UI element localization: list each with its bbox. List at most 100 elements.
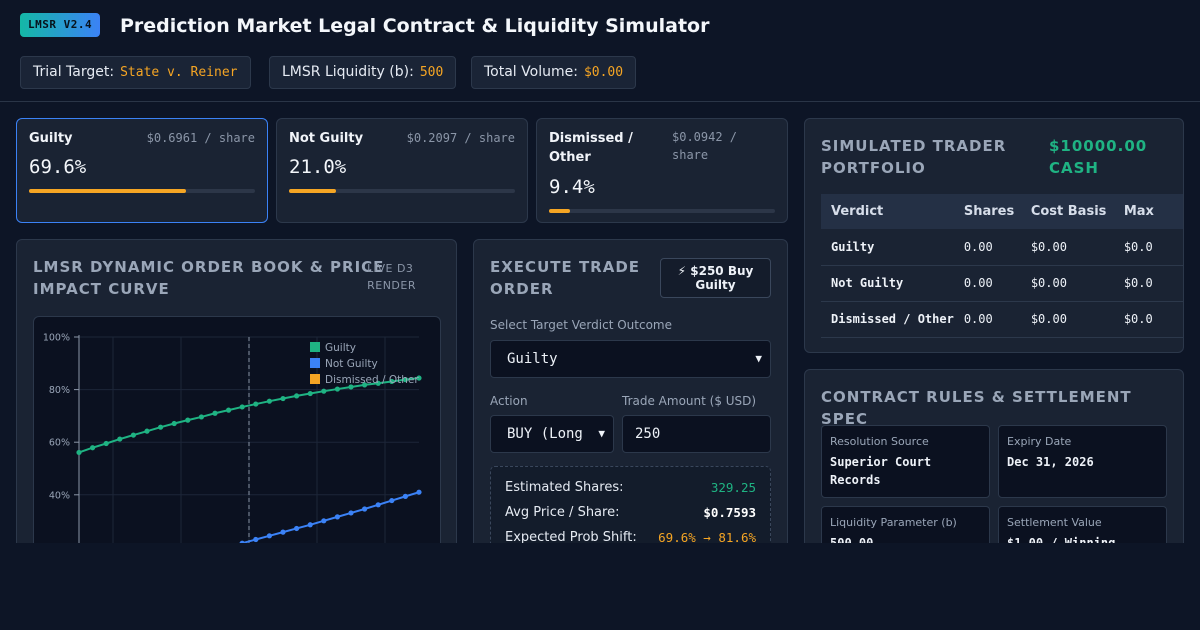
live-render-tag: LIVE D3 RENDER bbox=[367, 260, 416, 294]
data-point bbox=[158, 424, 164, 430]
estimate-value: 69.6% → 81.6% bbox=[658, 530, 756, 545]
data-point bbox=[212, 410, 218, 416]
outcome-probability: 69.6% bbox=[29, 156, 87, 178]
liquidity-label: LMSR Liquidity (b): bbox=[282, 64, 414, 80]
series-line bbox=[214, 491, 420, 551]
data-point bbox=[362, 506, 368, 512]
estimate-label: Avg Price / Share: bbox=[505, 505, 620, 520]
estimate-row-prob-shift: Expected Prob Shift: 69.6% → 81.6% bbox=[505, 529, 756, 547]
data-point bbox=[402, 493, 408, 499]
cash-balance: $10000.00 CASH bbox=[1049, 135, 1147, 179]
trade-title-line: EXECUTE TRADE bbox=[490, 258, 641, 276]
portfolio-title-line: SIMULATED TRADER bbox=[821, 137, 1007, 155]
outcome-price-line: $0.0942 / bbox=[672, 130, 738, 144]
outcome-card-dismissed[interactable]: Dismissed / Other $0.0942 / share 9.4% bbox=[536, 118, 788, 223]
probability-bar-fill bbox=[549, 209, 571, 213]
trial-target-label: Trial Target: bbox=[33, 64, 115, 80]
volume-pill: Total Volume: $0.00 bbox=[471, 56, 637, 89]
rule-value: Dec 31, 2026 bbox=[1007, 455, 1094, 469]
data-point bbox=[389, 378, 395, 385]
outcome-price-line: share bbox=[672, 148, 709, 162]
action-select-value: BUY (Long bbox=[507, 426, 583, 442]
rule-label: Expiry Date bbox=[1007, 435, 1072, 448]
outcome-name-line: Other bbox=[549, 150, 591, 165]
chevron-down-icon: ▼ bbox=[598, 427, 605, 440]
data-point bbox=[144, 428, 150, 434]
data-point bbox=[416, 375, 422, 381]
trial-target-value: State v. Reiner bbox=[120, 65, 238, 80]
verdict-select-label: Select Target Verdict Outcome bbox=[490, 318, 672, 332]
quick-buy-label-line: Guilty bbox=[695, 278, 736, 292]
table-header-row: Verdict Shares Cost Basis Max bbox=[821, 194, 1183, 229]
portfolio-title: SIMULATED TRADER PORTFOLIO bbox=[821, 135, 1006, 179]
data-point bbox=[362, 382, 368, 388]
table-cell: $0.00 bbox=[1020, 229, 1114, 266]
data-point bbox=[375, 502, 381, 508]
column-header: Shares bbox=[953, 194, 1021, 229]
data-point bbox=[348, 510, 354, 516]
table-cell: $0.00 bbox=[1020, 301, 1114, 338]
contract-rules-panel: CONTRACT RULES & SETTLEMENT SPEC Resolut… bbox=[804, 369, 1184, 569]
table-cell: $0.00 bbox=[1020, 265, 1114, 302]
outcome-price: $0.0942 / share bbox=[672, 128, 737, 164]
legend-swatch bbox=[310, 342, 320, 352]
table-cell: Not Guilty bbox=[821, 265, 954, 302]
outcome-card-guilty[interactable]: Guilty $0.6961 / share 69.6% bbox=[16, 118, 268, 223]
order-book-title-line: IMPACT CURVE bbox=[33, 280, 170, 298]
data-point bbox=[226, 407, 232, 413]
table-cell: 0.00 bbox=[953, 265, 1021, 302]
trade-title-line: ORDER bbox=[490, 280, 554, 298]
outcome-name: Guilty bbox=[29, 131, 73, 146]
verdict-select[interactable]: Guilty ▼ bbox=[490, 340, 771, 378]
estimate-label: Estimated Shares: bbox=[505, 480, 624, 495]
chevron-down-icon: ▼ bbox=[755, 352, 762, 365]
probability-bar-fill bbox=[289, 189, 337, 193]
trial-target-pill: Trial Target: State v. Reiner bbox=[20, 56, 251, 89]
data-point bbox=[117, 436, 123, 442]
probability-bar-fill bbox=[29, 189, 187, 193]
table-cell: $0.0 bbox=[1113, 265, 1183, 302]
table-cell: $0.0 bbox=[1113, 301, 1183, 338]
cash-balance-line: $10000.00 bbox=[1049, 137, 1148, 155]
liquidity-pill: LMSR Liquidity (b): 500 bbox=[269, 56, 457, 89]
portfolio-table: Verdict Shares Cost Basis Max Guilty 0.0… bbox=[821, 194, 1183, 338]
table-row: Guilty 0.00 $0.00 $0.0 bbox=[821, 229, 1183, 266]
column-header: Verdict bbox=[821, 194, 954, 229]
table-cell: Guilty bbox=[821, 229, 954, 266]
estimate-value: 329.25 bbox=[710, 480, 756, 495]
data-point bbox=[348, 384, 354, 390]
action-label: Action bbox=[490, 394, 528, 408]
rule-value: Superior Court Records bbox=[830, 455, 932, 487]
legend-label: Dismissed / Other bbox=[325, 374, 419, 386]
quick-buy-button[interactable]: ⚡ $250 Buy Guilty bbox=[660, 258, 771, 298]
liquidity-value: 500 bbox=[419, 65, 444, 80]
y-tick-label: 40% bbox=[49, 490, 70, 501]
data-point bbox=[130, 432, 136, 438]
table-row: Not Guilty 0.00 $0.00 $0.0 bbox=[821, 265, 1183, 302]
legend-swatch bbox=[310, 374, 320, 384]
data-point bbox=[266, 533, 272, 539]
outcome-probability: 9.4% bbox=[549, 176, 595, 198]
order-book-title-line: LMSR DYNAMIC ORDER BOOK & PRICE bbox=[33, 258, 385, 276]
data-point bbox=[103, 440, 109, 447]
data-point bbox=[266, 398, 272, 404]
rule-label: Liquidity Parameter (b) bbox=[830, 516, 957, 529]
rule-resolution-source: Resolution Source Superior Court Records bbox=[821, 425, 990, 498]
data-point bbox=[171, 420, 177, 427]
data-point bbox=[402, 377, 408, 383]
y-tick-label: 60% bbox=[49, 438, 70, 449]
trade-amount-input[interactable]: 250 bbox=[622, 415, 771, 453]
data-point bbox=[334, 386, 340, 392]
estimate-value: $0.7593 bbox=[703, 505, 756, 520]
outcome-name: Not Guilty bbox=[289, 131, 364, 146]
quick-buy-label-line: ⚡ $250 Buy bbox=[677, 264, 754, 278]
probability-bar bbox=[289, 189, 515, 193]
portfolio-title-line: PORTFOLIO bbox=[821, 159, 926, 177]
data-point bbox=[294, 393, 300, 399]
y-tick-label: 80% bbox=[49, 385, 70, 396]
action-select[interactable]: BUY (Long ▼ bbox=[490, 415, 614, 453]
data-point bbox=[321, 518, 327, 524]
outcome-card-not-guilty[interactable]: Not Guilty $0.2097 / share 21.0% bbox=[276, 118, 528, 223]
